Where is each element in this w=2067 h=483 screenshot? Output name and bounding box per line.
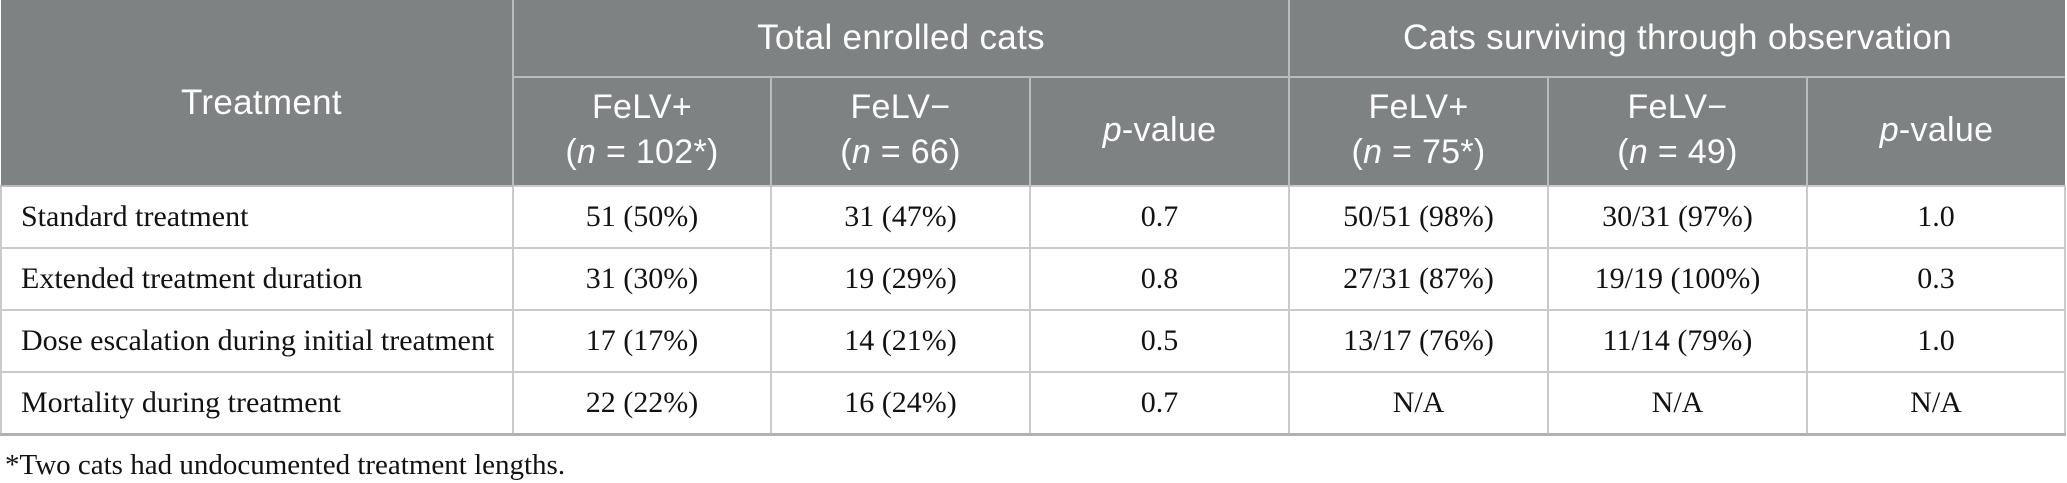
column-header-surviving-felv-negative: FeLV− (n = 49) <box>1547 77 1808 186</box>
table-cell: 22 (22%) <box>512 371 772 436</box>
table-cell: 0.5 <box>1028 309 1291 373</box>
table-row: Dose escalation during initial treatment… <box>0 309 2067 373</box>
table-cell: 19 (29%) <box>770 247 1031 311</box>
column-header-enrolled-p-value: p-value <box>1028 77 1290 186</box>
column-header-surviving-p-value: p-value <box>1806 77 2066 186</box>
column-header-line2: (n = 49) <box>1617 133 1738 171</box>
column-header-line1: FeLV+ <box>591 88 693 127</box>
table-cell: 17 (17%) <box>512 309 772 373</box>
table-cell: 0.7 <box>1028 371 1291 436</box>
column-header-line1: FeLV− <box>850 88 951 127</box>
table-row: Extended treatment duration 31 (30%) 19 … <box>0 247 2067 311</box>
table-cell: 0.8 <box>1028 247 1291 311</box>
table-cell: 0.3 <box>1806 247 2067 311</box>
table-cell: 0.7 <box>1028 185 1291 249</box>
table-cell: 1.0 <box>1806 185 2067 249</box>
table-cell: 50/51 (98%) <box>1288 185 1550 249</box>
row-label-dose-escalation: Dose escalation during initial treatment <box>0 309 514 373</box>
table-body: Standard treatment 51 (50%) 31 (47%) 0.7… <box>0 185 2067 436</box>
column-header-enrolled-felv-negative: FeLV− (n = 66) <box>770 77 1030 186</box>
table-row: Standard treatment 51 (50%) 31 (47%) 0.7… <box>0 185 2067 249</box>
header-sub-row: FeLV+ (n = 102*) FeLV− (n = 66) p-value … <box>1 77 2066 186</box>
table-header: Treatment Total enrolled cats Cats survi… <box>1 0 2066 187</box>
column-header-line1: FeLV− <box>1627 88 1728 127</box>
treatment-outcomes-table: Treatment Total enrolled cats Cats survi… <box>0 0 2067 436</box>
column-header-treatment: Treatment <box>1 0 513 187</box>
table-cell: 19/19 (100%) <box>1547 247 1809 311</box>
table-cell: 30/31 (97%) <box>1547 185 1809 249</box>
table-cell: N/A <box>1806 371 2067 436</box>
table-cell: 31 (47%) <box>770 185 1031 249</box>
row-label-mortality-during-treatment: Mortality during treatment <box>0 371 514 436</box>
column-header-line1: FeLV+ <box>1368 88 1469 127</box>
column-header-surviving-felv-positive: FeLV+ (n = 75*) <box>1288 77 1549 186</box>
column-header-line2: (n = 66) <box>840 133 961 171</box>
table-row: Mortality during treatment 22 (22%) 16 (… <box>0 371 2067 436</box>
table-cell: 13/17 (76%) <box>1288 309 1550 373</box>
table-cell: 31 (30%) <box>512 247 772 311</box>
table-cell: 16 (24%) <box>770 371 1031 436</box>
table-cell: 11/14 (79%) <box>1547 309 1809 373</box>
row-label-standard-treatment: Standard treatment <box>0 185 514 249</box>
row-label-extended-treatment-duration: Extended treatment duration <box>0 247 514 311</box>
table-cell: 27/31 (87%) <box>1288 247 1550 311</box>
table-footnote: *Two cats had undocumented treatment len… <box>5 449 566 481</box>
column-header-enrolled-felv-positive: FeLV+ (n = 102*) <box>512 77 771 186</box>
table-cell: 14 (21%) <box>770 309 1031 373</box>
table-cell: N/A <box>1547 371 1809 436</box>
header-group-row: Treatment Total enrolled cats Cats survi… <box>1 0 2066 187</box>
column-header-line2: (n = 75*) <box>1351 133 1486 171</box>
table-cell: 1.0 <box>1806 309 2067 373</box>
table-cell: N/A <box>1288 371 1550 436</box>
table-cell: 51 (50%) <box>512 185 772 249</box>
column-group-cats-surviving: Cats surviving through observation <box>1288 0 2066 78</box>
column-header-line2: (n = 102*) <box>565 133 719 171</box>
column-group-total-enrolled-cats: Total enrolled cats <box>511 0 1290 78</box>
